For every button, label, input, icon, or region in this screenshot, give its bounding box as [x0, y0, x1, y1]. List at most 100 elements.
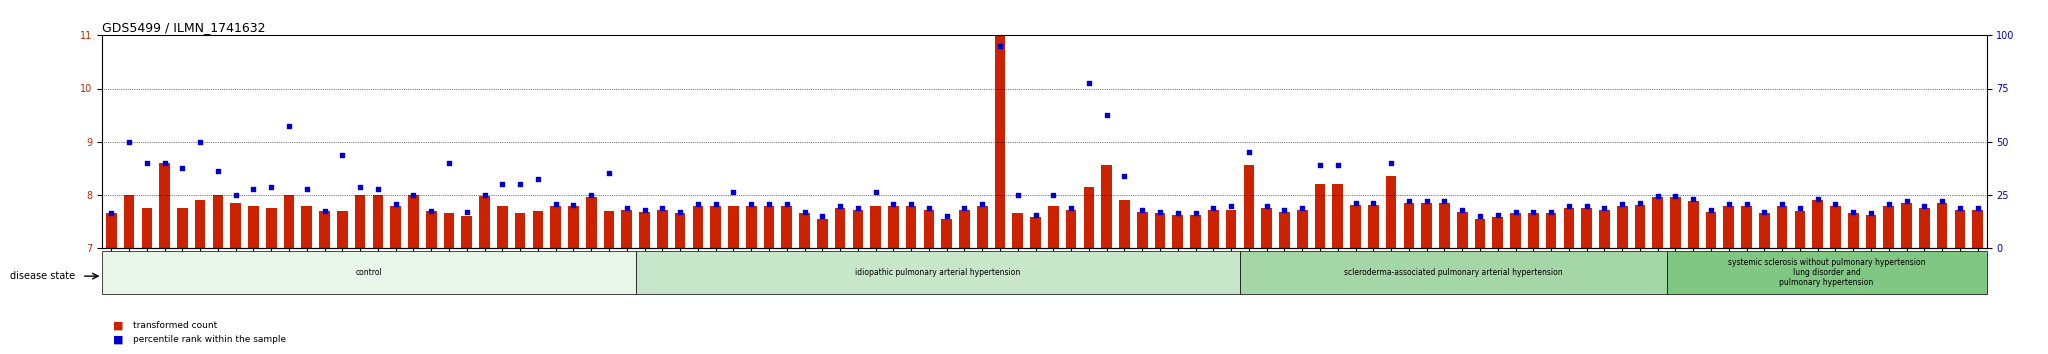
Text: idiopathic pulmonary arterial hypertension: idiopathic pulmonary arterial hypertensi…	[856, 268, 1020, 277]
Bar	[1208, 210, 1219, 248]
Text: scleroderma-associated pulmonary arterial hypertension: scleroderma-associated pulmonary arteria…	[1343, 268, 1563, 277]
Point	[930, 213, 963, 219]
Point	[967, 201, 999, 207]
Bar	[354, 195, 365, 248]
Bar	[338, 211, 348, 248]
Point	[344, 184, 377, 189]
Point	[664, 209, 696, 215]
Point	[1909, 204, 1942, 209]
Point	[94, 210, 127, 216]
Bar	[1794, 211, 1804, 248]
Bar	[1102, 165, 1112, 248]
Bar	[692, 206, 702, 248]
FancyBboxPatch shape	[1667, 251, 1987, 294]
Bar	[1778, 206, 1788, 248]
Point	[1161, 210, 1194, 216]
Bar	[551, 206, 561, 248]
Point	[752, 201, 784, 207]
Bar	[889, 206, 899, 248]
Bar	[1671, 198, 1681, 248]
Point	[1624, 200, 1657, 205]
Bar	[1243, 165, 1253, 248]
Point	[717, 189, 750, 195]
Bar	[1386, 176, 1397, 248]
Bar	[1831, 206, 1841, 248]
Point	[1374, 160, 1407, 166]
Point	[504, 181, 537, 187]
Point	[698, 201, 731, 207]
Point	[272, 123, 305, 129]
Point	[147, 160, 180, 166]
Point	[1073, 80, 1106, 86]
Text: percentile rank within the sample: percentile rank within the sample	[133, 335, 287, 344]
Bar	[391, 206, 401, 248]
Point	[451, 209, 483, 215]
Bar	[711, 206, 721, 248]
Point	[877, 201, 909, 207]
Bar	[1653, 198, 1663, 248]
Bar	[621, 210, 633, 248]
Point	[166, 165, 199, 171]
Bar	[213, 195, 223, 248]
Point	[1872, 201, 1905, 207]
Bar	[1049, 206, 1059, 248]
Text: ■: ■	[113, 321, 123, 331]
Bar	[745, 206, 756, 248]
Point	[1214, 204, 1247, 209]
Point	[983, 43, 1016, 49]
Bar	[817, 219, 827, 248]
Point	[1712, 201, 1745, 207]
Bar	[319, 211, 330, 248]
Bar	[1919, 208, 1929, 248]
Bar	[1333, 184, 1343, 248]
Point	[735, 201, 768, 207]
Bar	[1421, 202, 1432, 248]
Bar	[942, 219, 952, 248]
Text: control: control	[356, 268, 383, 277]
Point	[1001, 192, 1034, 198]
Point	[1518, 209, 1550, 215]
Bar	[958, 210, 971, 248]
Bar	[1403, 202, 1415, 248]
Bar	[1296, 210, 1307, 248]
Bar	[1847, 213, 1860, 248]
Bar	[1563, 208, 1575, 248]
Bar	[479, 196, 489, 248]
Point	[238, 187, 270, 192]
Point	[432, 160, 465, 166]
Bar	[1581, 208, 1591, 248]
Point	[1534, 209, 1567, 215]
Text: ■: ■	[113, 335, 123, 345]
FancyBboxPatch shape	[1239, 251, 1667, 294]
Bar	[1083, 187, 1094, 248]
Bar	[532, 211, 543, 248]
Text: disease state: disease state	[10, 271, 76, 281]
Bar	[1706, 212, 1716, 248]
Point	[823, 204, 856, 209]
Point	[1640, 193, 1673, 199]
Bar	[1599, 210, 1610, 248]
Bar	[852, 210, 862, 248]
Bar	[248, 206, 258, 248]
Bar	[1030, 217, 1040, 248]
Bar	[141, 208, 152, 248]
FancyBboxPatch shape	[635, 251, 1239, 294]
Point	[1587, 205, 1620, 211]
Point	[1464, 213, 1497, 219]
Point	[397, 192, 430, 198]
Bar	[674, 213, 686, 248]
Bar	[1155, 213, 1165, 248]
Bar	[373, 195, 383, 248]
Bar	[229, 202, 242, 248]
Bar	[285, 195, 295, 248]
Point	[1890, 198, 1923, 204]
Point	[1020, 212, 1053, 218]
Point	[1286, 205, 1319, 211]
Point	[539, 201, 571, 207]
Point	[1393, 198, 1425, 204]
Point	[1837, 209, 1870, 215]
Bar	[1866, 215, 1876, 248]
Bar	[123, 195, 135, 248]
Point	[1446, 207, 1479, 212]
Point	[485, 181, 518, 187]
